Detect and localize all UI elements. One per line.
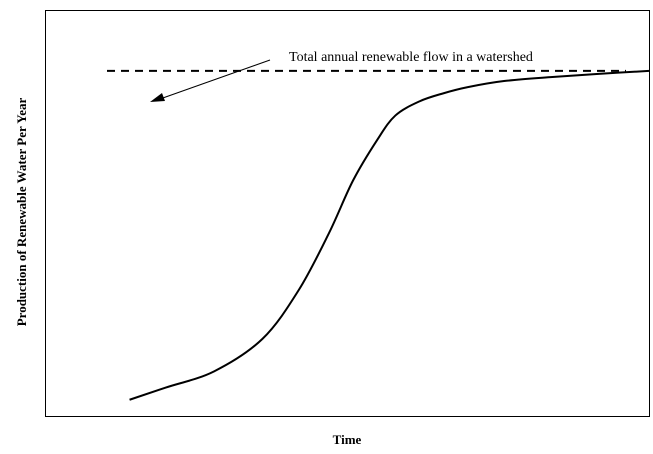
arrow-head <box>150 93 165 102</box>
series-curve <box>129 69 650 401</box>
x-axis-label: Time <box>332 432 362 447</box>
annotation-text: Total annual renewable flow in a watersh… <box>289 50 533 65</box>
y-axis-label: Production of Renewable Water Per Year <box>14 97 29 327</box>
annotation-arrow <box>150 59 271 102</box>
plot-area-frame <box>45 10 650 417</box>
